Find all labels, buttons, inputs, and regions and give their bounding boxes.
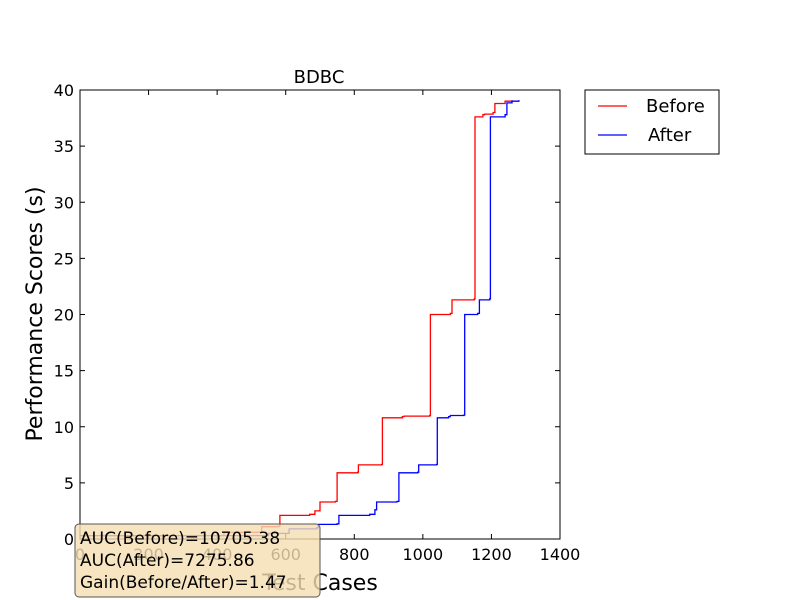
legend-label-before: Before [646,96,705,117]
y-tick-label: 15 [54,362,74,381]
x-tick-label: 1000 [402,545,443,564]
series-layer [80,100,520,537]
x-tick-label: 1400 [540,545,581,564]
legend-box [584,89,720,155]
y-ticks: 0 5 10 15 20 25 30 35 40 [54,81,560,549]
y-tick-label: 30 [54,193,74,212]
y-tick-label: 20 [54,306,74,325]
plot-frame [79,89,561,540]
plot-area: 0200400600800100012001400 05101520253035… [54,81,581,564]
y-tick-label: 25 [54,249,74,268]
annotation-gain: Gain(Before/After)=1.47 [80,573,287,593]
legend: Before After [584,89,720,155]
legend-label-after: After [648,125,692,146]
y-axis-label: Performance Scores (s) [23,186,48,441]
chart-title: BDBC [294,67,345,88]
y-tick-label: 0 [64,530,74,549]
annotation-auc-before: AUC(Before)=10705.38 [80,529,280,549]
x-ticks: 0200400600800100012001400 [75,90,580,564]
series-line-before [80,100,513,537]
annotation-auc-after: AUC(After)=7275.86 [80,551,255,571]
series-line-after [80,100,520,537]
y-tick-label: 5 [64,474,74,493]
auc-annotation: AUC(Before)=10705.38 AUC(After)=7275.86 … [74,523,321,598]
x-tick-label: 800 [339,545,370,564]
annotation-box [74,523,321,598]
y-tick-label: 10 [54,418,74,437]
y-tick-label: 35 [54,137,74,156]
x-tick-label: 1200 [471,545,512,564]
y-tick-label: 40 [54,81,74,100]
